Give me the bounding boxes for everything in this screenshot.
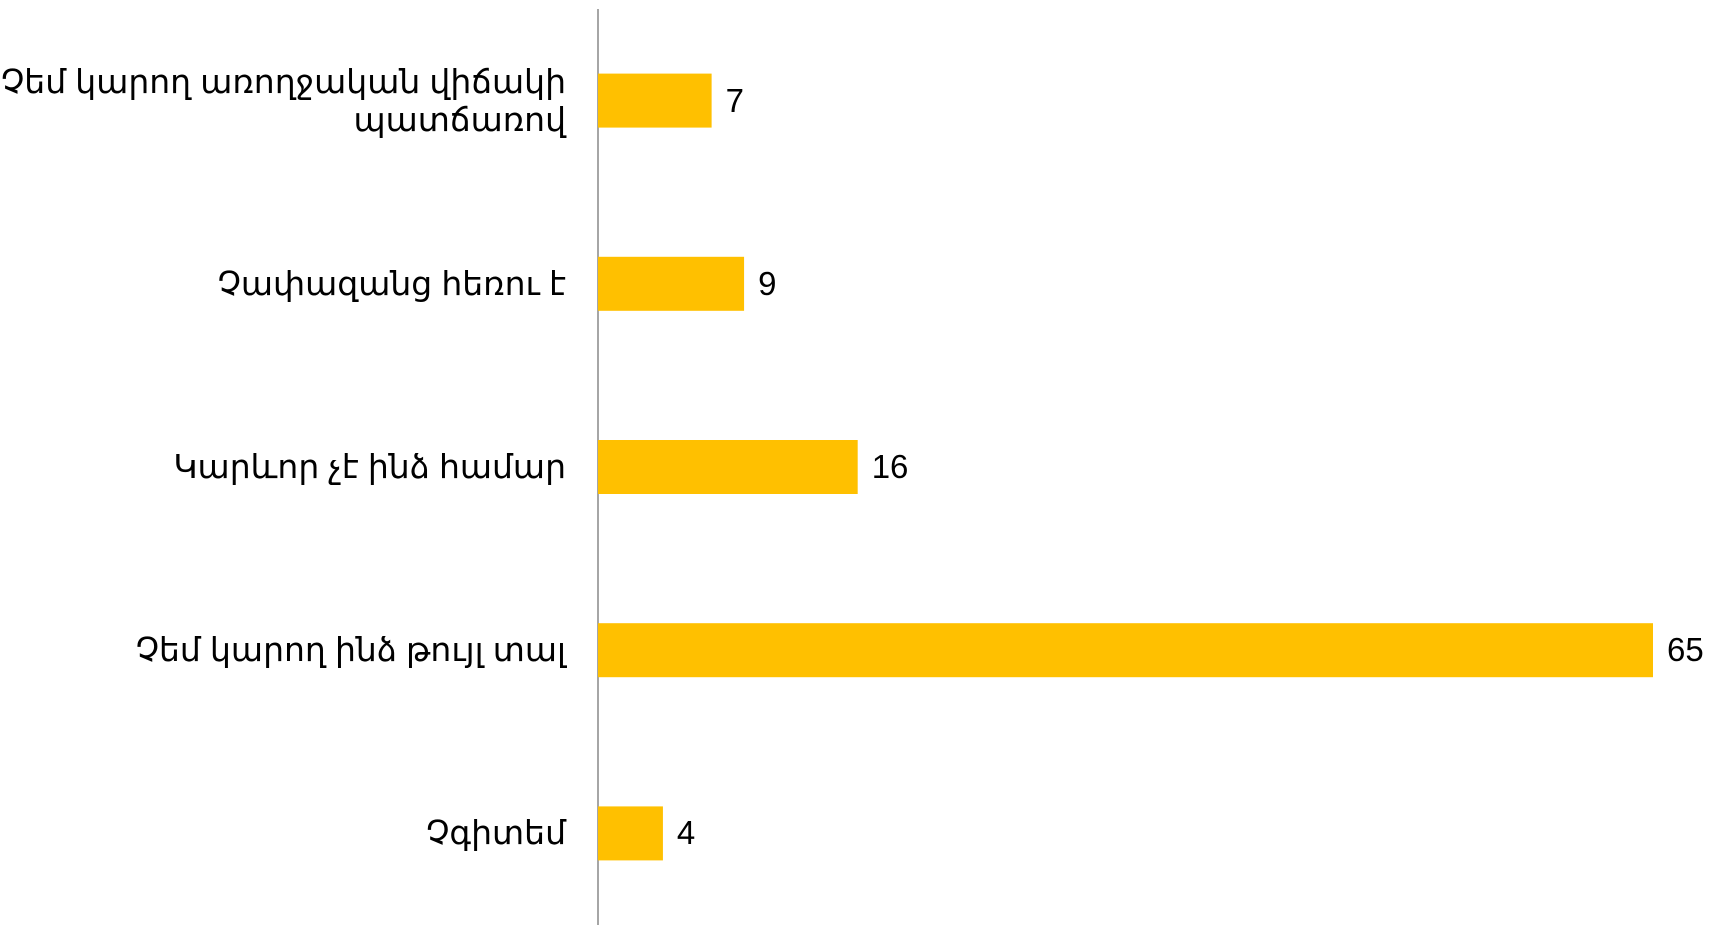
- bar: [598, 73, 712, 128]
- category-label: Չափազանց հեռու է: [217, 264, 566, 302]
- bar: [598, 806, 663, 861]
- value-label: 9: [758, 264, 777, 302]
- value-label: 4: [676, 814, 696, 852]
- value-label: 16: [871, 448, 909, 485]
- value-label: 65: [1667, 631, 1704, 669]
- bar: [598, 440, 858, 494]
- category-label: Կարևոր չէ ինձ համար: [173, 448, 566, 485]
- value-label: 7: [725, 81, 744, 119]
- category-label: Չգիտեմ: [425, 814, 566, 852]
- category-label: Չեմ կարող ինձ թույլ տալ: [135, 631, 566, 669]
- category-label: Չեմ կարող առողջական վիճակի պատճառով: [0, 62, 566, 138]
- bar: [598, 623, 1653, 678]
- bar: [598, 256, 745, 311]
